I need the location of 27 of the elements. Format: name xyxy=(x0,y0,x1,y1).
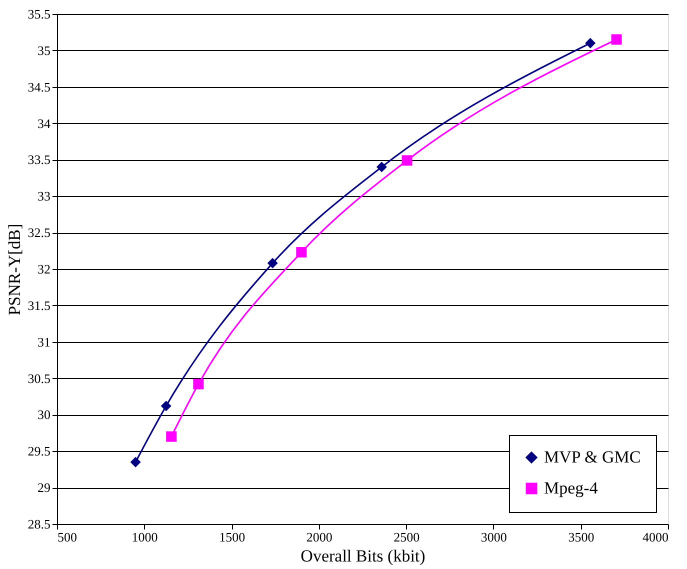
y-tick-label: 35 xyxy=(38,42,50,58)
x-tick-label: 3500 xyxy=(568,530,594,544)
y-tick-label: 29.5 xyxy=(28,444,50,459)
y-tick-label: 35.5 xyxy=(28,6,50,22)
x-tick-label: 2000 xyxy=(306,530,332,544)
y-tick-label: 34.5 xyxy=(28,79,50,94)
y-tick-label: 32.5 xyxy=(28,225,50,240)
x-tick-label: 3000 xyxy=(480,530,507,544)
y-tick-label: 30.5 xyxy=(28,370,50,386)
x-tick-label: 1000 xyxy=(132,530,158,544)
y-tick-label: 28.5 xyxy=(28,516,50,532)
x-axis-title: Overall Bits (kbit) xyxy=(300,546,426,566)
y-tick-label: 31.5 xyxy=(28,298,50,313)
y-tick-label: 33.5 xyxy=(28,152,50,168)
x-tick-label: 1500 xyxy=(219,530,246,544)
y-tick-label: 30 xyxy=(38,407,50,422)
legend-label: Mpeg-4 xyxy=(544,478,598,498)
x-tick-label: 500 xyxy=(58,530,77,544)
x-tick-label: 4000 xyxy=(642,530,668,544)
y-tick-label: 32 xyxy=(38,262,50,276)
legend-label: MVP & GMC xyxy=(544,448,641,466)
y-tick-label: 34 xyxy=(38,116,51,131)
y-tick-label: 31 xyxy=(38,334,50,350)
y-tick-label: 29 xyxy=(38,480,50,496)
y-axis-title: PSNR-Y[dB] xyxy=(4,224,24,316)
y-tick-label: 33 xyxy=(38,188,50,204)
x-tick-label: 2500 xyxy=(394,530,420,544)
